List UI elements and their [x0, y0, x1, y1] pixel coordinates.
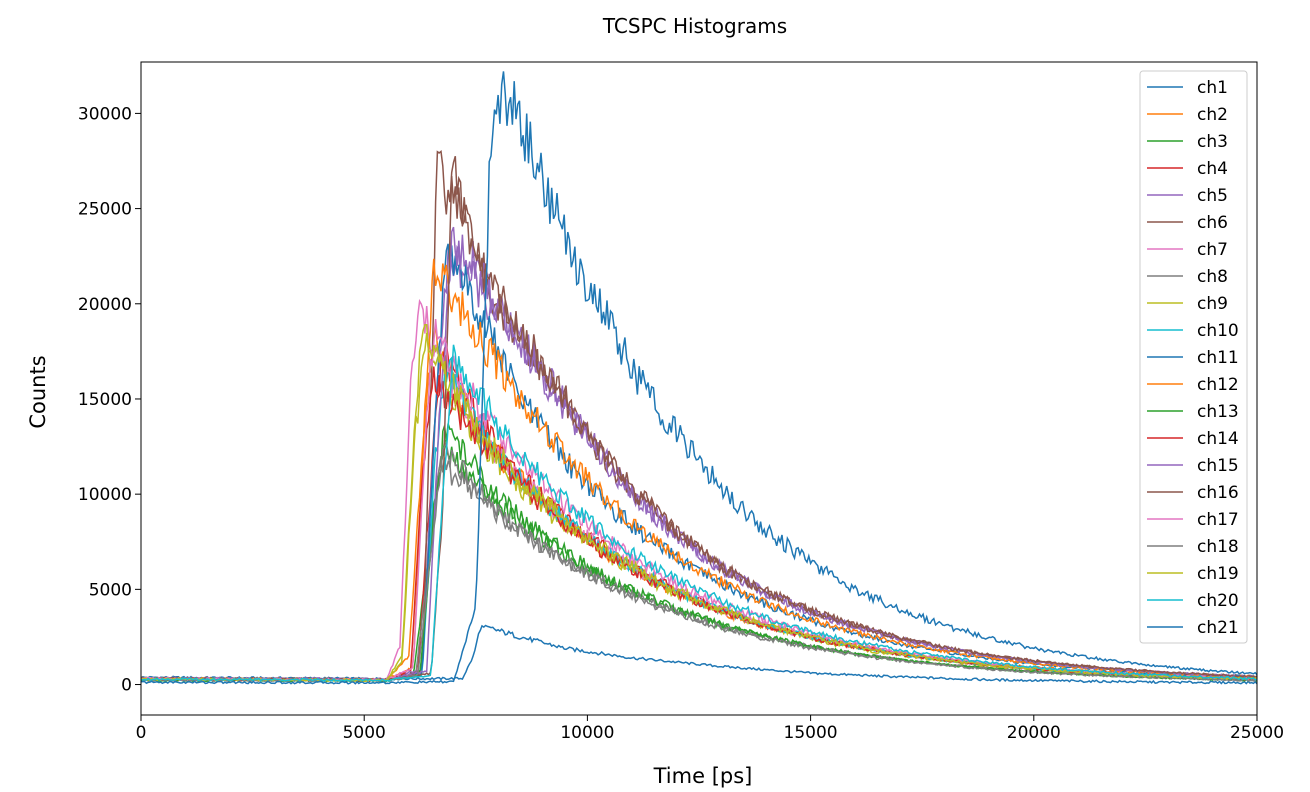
x-tick-label: 10000 — [560, 723, 614, 743]
y-axis-label: Counts — [26, 355, 50, 428]
legend: ch1 ch2 ch3 ch4 ch5 ch6 ch7 ch8 ch9 ch10 ch11 ch12 c… — [1139, 70, 1248, 644]
series-line-ch12 — [141, 258, 1257, 682]
series-line-ch20 — [141, 344, 1257, 682]
series-line-ch18 — [141, 440, 1257, 683]
y-tick-label: 10000 — [78, 485, 132, 505]
chart-title: TCSPC Histograms — [602, 14, 787, 38]
y-tick-label: 25000 — [78, 200, 132, 220]
legend-label-ch12: ch12 — [1197, 375, 1239, 395]
series-line-ch19 — [141, 324, 1257, 682]
y-tick-label: 30000 — [78, 104, 132, 124]
legend-label-ch18: ch18 — [1197, 537, 1239, 557]
series-line-ch9 — [141, 332, 1257, 683]
legend-label-ch6: ch6 — [1197, 213, 1228, 233]
legend-label-ch15: ch15 — [1197, 456, 1239, 476]
x-tick-label: 20000 — [1007, 723, 1061, 743]
legend-label-ch19: ch19 — [1197, 564, 1239, 584]
legend-label-ch20: ch20 — [1197, 591, 1239, 611]
x-axis-label: Time [ps] — [653, 764, 753, 788]
legend-label-ch17: ch17 — [1197, 510, 1239, 530]
series-line-ch3 — [141, 439, 1257, 683]
legend-label-ch13: ch13 — [1197, 402, 1239, 422]
legend-label-ch16: ch16 — [1197, 483, 1239, 503]
legend-label-ch9: ch9 — [1197, 294, 1228, 314]
legend-label-ch5: ch5 — [1197, 186, 1228, 206]
series-line-ch4 — [141, 341, 1257, 683]
plot-frame — [140, 61, 1258, 716]
series-line-ch15 — [141, 226, 1257, 682]
series-line-ch8 — [141, 455, 1257, 683]
legend-label-ch21: ch21 — [1197, 618, 1239, 638]
legend-label-ch8: ch8 — [1197, 267, 1228, 287]
legend-label-ch10: ch10 — [1197, 321, 1239, 341]
series-line-ch10 — [141, 355, 1257, 683]
x-tick-label: 25000 — [1230, 723, 1284, 743]
x-tick-label: 0 — [136, 723, 147, 743]
legend-label-ch14: ch14 — [1197, 429, 1239, 449]
legend-label-ch11: ch11 — [1197, 348, 1239, 368]
y-tick-label: 0 — [121, 676, 132, 696]
y-tick-label: 15000 — [78, 390, 132, 410]
series-line-ch17 — [141, 319, 1257, 682]
series-line-ch14 — [141, 366, 1257, 683]
x-axis-ticks: 0 5000 10000 15000 20000 25000 — [136, 715, 1284, 743]
y-tick-label: 5000 — [89, 580, 132, 600]
plot-lines — [141, 71, 1257, 685]
series-line-ch2 — [141, 323, 1257, 682]
y-axis-ticks: 0 5000 10000 15000 20000 25000 30000 — [78, 104, 141, 696]
legend-label-ch3: ch3 — [1197, 132, 1228, 152]
legend-label-ch7: ch7 — [1197, 240, 1228, 260]
x-tick-label: 15000 — [784, 723, 838, 743]
legend-label-ch4: ch4 — [1197, 159, 1228, 179]
legend-box — [1139, 70, 1248, 644]
series-line-ch7 — [141, 298, 1257, 682]
legend-label-ch2: ch2 — [1197, 105, 1228, 125]
series-line-ch21 — [141, 71, 1257, 685]
x-tick-label: 5000 — [343, 723, 386, 743]
y-tick-label: 20000 — [78, 295, 132, 315]
legend-label-ch1: ch1 — [1197, 78, 1228, 98]
